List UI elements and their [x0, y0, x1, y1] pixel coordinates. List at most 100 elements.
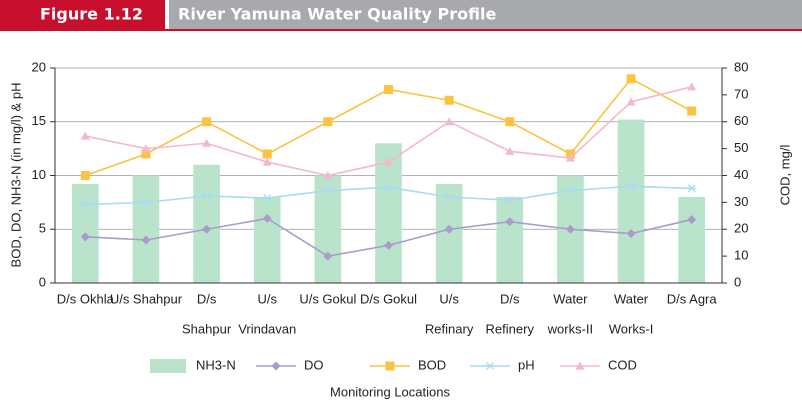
x-tick-label: Water — [614, 291, 649, 306]
x-tick-label: U/s — [439, 291, 459, 306]
legend-swatch — [150, 359, 186, 373]
bar — [678, 197, 706, 283]
point — [80, 171, 90, 180]
y2-tick-label: 50 — [734, 140, 748, 155]
legend-label: COD — [608, 357, 637, 372]
x-tick-label: D/s Gokul — [360, 291, 417, 306]
point — [444, 95, 454, 105]
bar — [132, 175, 160, 283]
point — [505, 196, 515, 205]
point — [505, 117, 515, 127]
x-tick-label: D/s Agra — [667, 291, 718, 306]
figure-label: Figure 1.12 — [40, 5, 143, 24]
y2-axis-title: COD, mg/l — [777, 145, 792, 206]
y-tick-label: 0 — [39, 274, 46, 289]
x-tick-label: Vrindavan — [238, 321, 296, 336]
x-tick-label: U/s Shahpur — [110, 291, 183, 306]
y2-tick-label: 10 — [734, 248, 748, 263]
y2-tick-label: 40 — [734, 167, 748, 182]
point — [141, 144, 151, 153]
bar — [375, 143, 402, 283]
y2-tick-label: 30 — [734, 194, 748, 209]
title-bar — [169, 0, 802, 29]
point — [80, 131, 90, 140]
legend-label: BOD — [418, 357, 446, 372]
chart-title: River Yamuna Water Quality Profile — [178, 5, 496, 24]
y2-tick-label: 80 — [734, 59, 748, 74]
point — [626, 229, 636, 239]
point — [202, 224, 212, 234]
point — [80, 232, 90, 242]
point — [262, 194, 272, 203]
legend-marker — [575, 361, 585, 370]
legend-marker — [485, 362, 495, 370]
y-axis-title: BOD, DO, NH3-N (in mg/l) & pH — [8, 83, 23, 268]
x-tick-label: Refinery — [486, 321, 535, 336]
point — [626, 182, 636, 191]
point — [505, 146, 515, 155]
x-tick-label: works-II — [547, 321, 594, 336]
point — [262, 157, 272, 166]
point — [202, 138, 212, 147]
point — [687, 215, 697, 225]
y-tick-label: 20 — [32, 59, 46, 74]
y2-tick-label: 0 — [734, 274, 741, 289]
y-tick-label: 10 — [32, 167, 46, 182]
point — [141, 235, 151, 245]
point — [323, 171, 333, 180]
point — [687, 106, 697, 116]
y-tick-label: 5 — [39, 221, 46, 236]
point — [323, 186, 333, 195]
point — [505, 217, 515, 227]
y2-tick-label: 70 — [734, 86, 748, 101]
point — [141, 198, 151, 207]
bar — [314, 175, 342, 283]
y-tick-label: 15 — [32, 113, 46, 128]
point — [323, 251, 333, 261]
x-axis-title: Monitoring Locations — [330, 384, 450, 399]
point — [262, 214, 272, 223]
legend-label: DO — [304, 357, 324, 372]
point — [444, 224, 454, 234]
point — [444, 117, 454, 126]
x-tick-label: Water — [553, 291, 588, 306]
point — [626, 97, 636, 106]
point — [687, 82, 697, 91]
x-tick-label: U/s Gokul — [299, 291, 356, 306]
x-tick-label: D/s — [500, 291, 520, 306]
point — [384, 183, 393, 192]
y2-tick-label: 60 — [734, 113, 748, 128]
y2-tick-label: 20 — [734, 221, 748, 236]
header-rule — [0, 29, 802, 31]
point — [687, 184, 697, 193]
point — [323, 117, 333, 127]
legend-marker — [271, 361, 281, 371]
bar — [193, 164, 220, 283]
point — [202, 191, 212, 200]
point — [384, 157, 393, 166]
legend-marker — [385, 361, 395, 371]
legend-label: pH — [518, 357, 535, 372]
x-tick-label: Shahpur — [182, 321, 232, 336]
point — [626, 74, 636, 84]
point — [384, 85, 393, 94]
x-tick-label: Works-I — [609, 321, 654, 336]
point — [262, 149, 272, 159]
point — [565, 186, 575, 195]
point — [444, 193, 454, 201]
bar — [617, 119, 645, 283]
x-tick-label: D/s Okhla — [57, 291, 115, 306]
x-tick-label: Refinary — [425, 321, 474, 336]
figure-label-box — [0, 0, 165, 29]
x-tick-label: U/s — [257, 291, 277, 306]
bar — [496, 197, 524, 283]
legend-label: NH3-N — [196, 357, 236, 372]
point — [202, 117, 212, 127]
bar — [253, 197, 281, 283]
point — [565, 224, 575, 234]
point — [80, 200, 90, 209]
point — [384, 240, 393, 250]
point — [141, 149, 151, 159]
x-tick-label: D/s — [197, 291, 217, 306]
